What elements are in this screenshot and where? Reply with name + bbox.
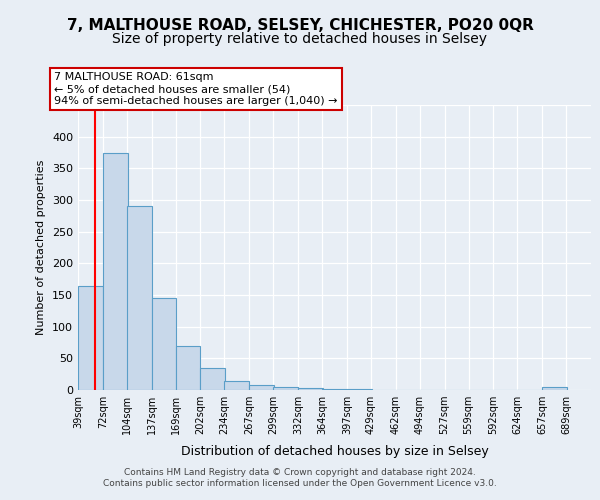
Bar: [103, 152, 128, 390]
Bar: [127, 206, 152, 390]
Bar: [176, 346, 200, 390]
Bar: [273, 387, 298, 390]
Bar: [200, 368, 225, 390]
Text: 7 MALTHOUSE ROAD: 61sqm
← 5% of detached houses are smaller (54)
94% of semi-det: 7 MALTHOUSE ROAD: 61sqm ← 5% of detached…: [54, 72, 337, 106]
Bar: [224, 380, 249, 390]
Text: Contains HM Land Registry data © Crown copyright and database right 2024.
Contai: Contains HM Land Registry data © Crown c…: [103, 468, 497, 487]
X-axis label: Distribution of detached houses by size in Selsey: Distribution of detached houses by size …: [181, 446, 488, 458]
Text: Size of property relative to detached houses in Selsey: Size of property relative to detached ho…: [113, 32, 487, 46]
Y-axis label: Number of detached properties: Number of detached properties: [37, 160, 46, 335]
Bar: [249, 385, 274, 390]
Bar: [298, 388, 323, 390]
Text: 7, MALTHOUSE ROAD, SELSEY, CHICHESTER, PO20 0QR: 7, MALTHOUSE ROAD, SELSEY, CHICHESTER, P…: [67, 18, 533, 32]
Bar: [78, 286, 103, 390]
Bar: [152, 298, 176, 390]
Bar: [542, 387, 567, 390]
